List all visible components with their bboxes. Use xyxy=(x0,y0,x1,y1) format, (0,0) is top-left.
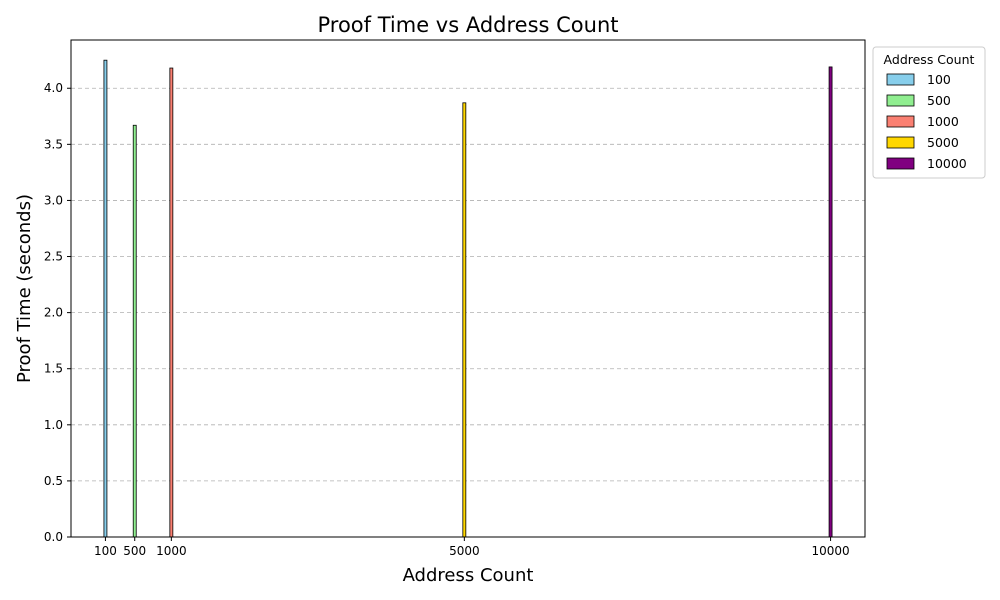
legend-label: 5000 xyxy=(927,135,959,150)
y-tick-label: 0.0 xyxy=(44,530,63,544)
chart-title: Proof Time vs Address Count xyxy=(317,13,618,37)
legend-title: Address Count xyxy=(884,52,975,67)
legend-swatch xyxy=(886,136,915,149)
x-tick-label: 100 xyxy=(94,544,117,558)
legend-label: 10000 xyxy=(927,156,967,171)
legend-swatch xyxy=(886,94,915,107)
legend-label: 500 xyxy=(927,93,951,108)
bar-10000 xyxy=(828,66,833,538)
y-tick-label: 3.0 xyxy=(44,193,63,207)
grid-lines xyxy=(71,87,865,482)
bar-100 xyxy=(103,59,108,538)
y-tick-label: 1.5 xyxy=(44,362,63,376)
bar-5000 xyxy=(462,102,467,538)
y-tick-label: 1.0 xyxy=(44,418,63,432)
y-tick-label: 2.0 xyxy=(44,306,63,320)
legend-swatch xyxy=(886,115,915,128)
x-tick-label: 5000 xyxy=(449,544,480,558)
legend-swatch xyxy=(886,157,915,170)
y-tick-label: 3.5 xyxy=(44,137,63,151)
x-axis-title: Address Count xyxy=(403,565,534,586)
plot-area xyxy=(70,39,866,538)
axis-ticks: 0.0 0.5 1.0 1.5 2.0 2.5 3.0 3.5 4.0 100 500 1000 500… xyxy=(44,81,850,558)
bar-1000 xyxy=(169,67,174,538)
legend-entries: 100 500 1000 5000 10000 xyxy=(886,72,967,171)
y-tick-label: 2.5 xyxy=(44,250,63,264)
legend-swatch xyxy=(886,73,915,86)
bars xyxy=(103,59,833,538)
legend-label: 100 xyxy=(927,72,951,87)
y-tick-label: 0.5 xyxy=(44,474,63,488)
y-tick-label: 4.0 xyxy=(44,81,63,95)
y-axis-title: Proof Time (seconds) xyxy=(14,194,35,383)
x-tick-label: 10000 xyxy=(811,544,849,558)
x-tick-label: 1000 xyxy=(156,544,187,558)
bar-500 xyxy=(132,124,137,538)
legend-label: 1000 xyxy=(927,114,959,129)
legend: Address Count 100 500 1000 5000 10000 xyxy=(872,46,986,179)
x-tick-label: 500 xyxy=(123,544,146,558)
